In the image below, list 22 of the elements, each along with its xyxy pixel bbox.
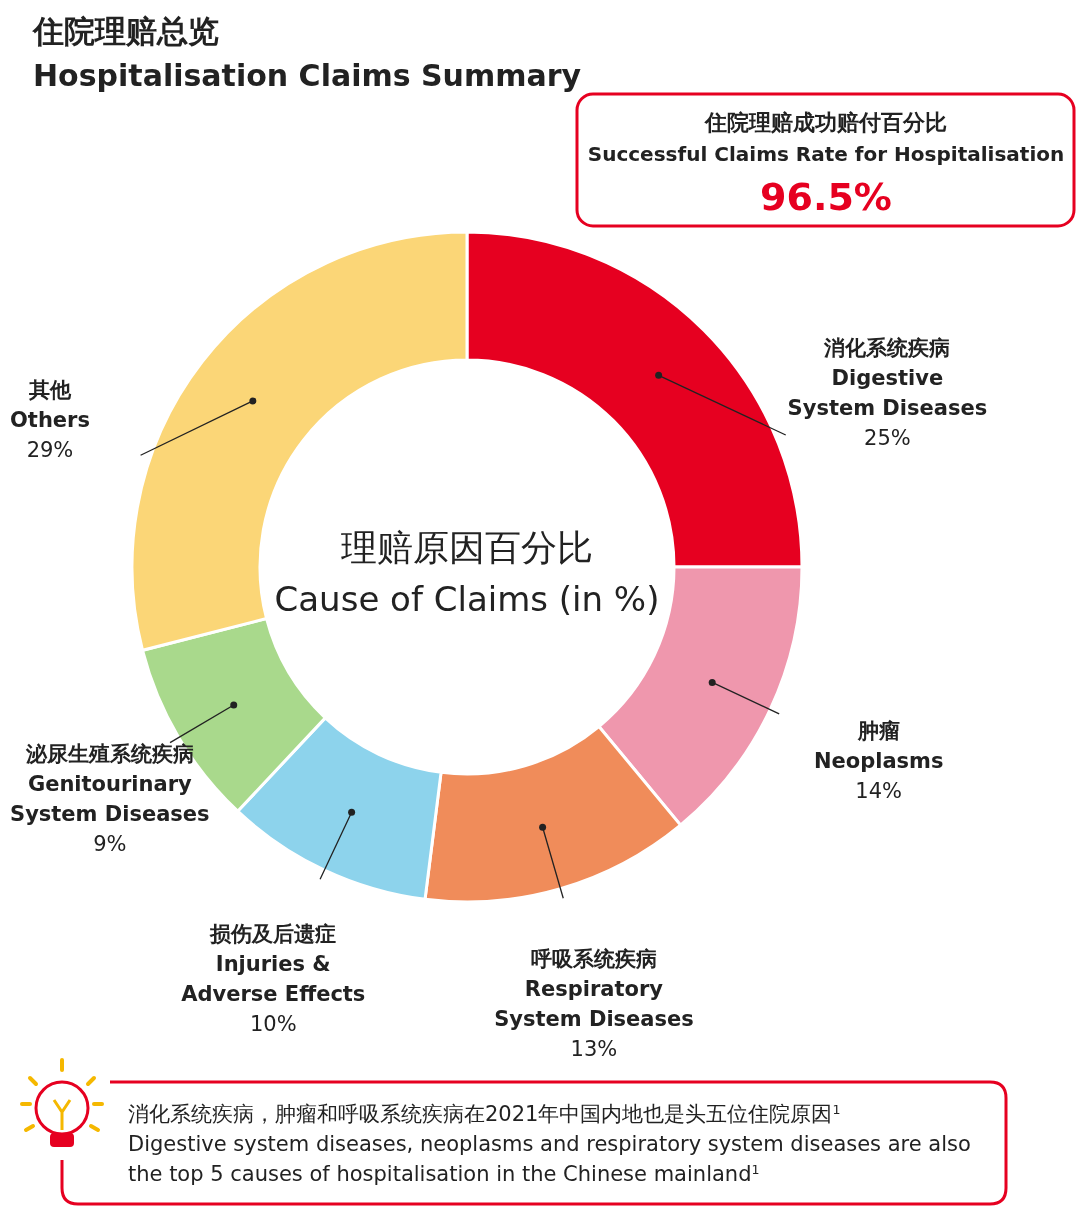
- slice-label: 呼吸系统疾病 Respiratory System Diseases: [494, 946, 694, 1031]
- chart-title: 住院理赔总览: [31, 13, 219, 49]
- slice-label: 其他 Others: [10, 377, 90, 432]
- data-label: 13%: [570, 1036, 618, 1061]
- slice-label: 泌尿生殖系统疾病 Genitourinary System Diseases: [10, 741, 210, 826]
- text: 住院理赔成功赔付百分比: [704, 110, 947, 135]
- slice-label: 消化系统疾病 Digestive System Diseases: [787, 335, 988, 420]
- text: 理赔原因百分比: [341, 527, 593, 568]
- text: Successful Claims Rate for Hospitalisation: [587, 142, 1065, 166]
- chart-subtitle: Hospitalisation Claims Summary: [33, 58, 582, 93]
- text: Digestive system diseases, neoplasms and respiratory system diseases are also: [128, 1132, 971, 1156]
- slice-label: 肿瘤 Neoplasms: [813, 718, 944, 773]
- data-label: 25%: [864, 425, 911, 450]
- data-label: 9%: [93, 831, 127, 856]
- data-label: 29%: [26, 437, 74, 462]
- data-label: 14%: [855, 778, 903, 803]
- text: 96.5%: [760, 175, 892, 219]
- text: 消化系统疾病，肿瘤和呼吸系统疾病在2021年中国内地也是头五位住院原因$^{1}$: [128, 1101, 841, 1126]
- text: the top 5 causes of hospitalisation in the Chinese mainland$^{1}$: [128, 1161, 760, 1186]
- text: Cause of Claims (in %): [274, 579, 660, 619]
- slice-label: 损伤及后遗症 Injuries & Adverse Effects: [181, 921, 366, 1006]
- data-label: 10%: [249, 1011, 297, 1036]
